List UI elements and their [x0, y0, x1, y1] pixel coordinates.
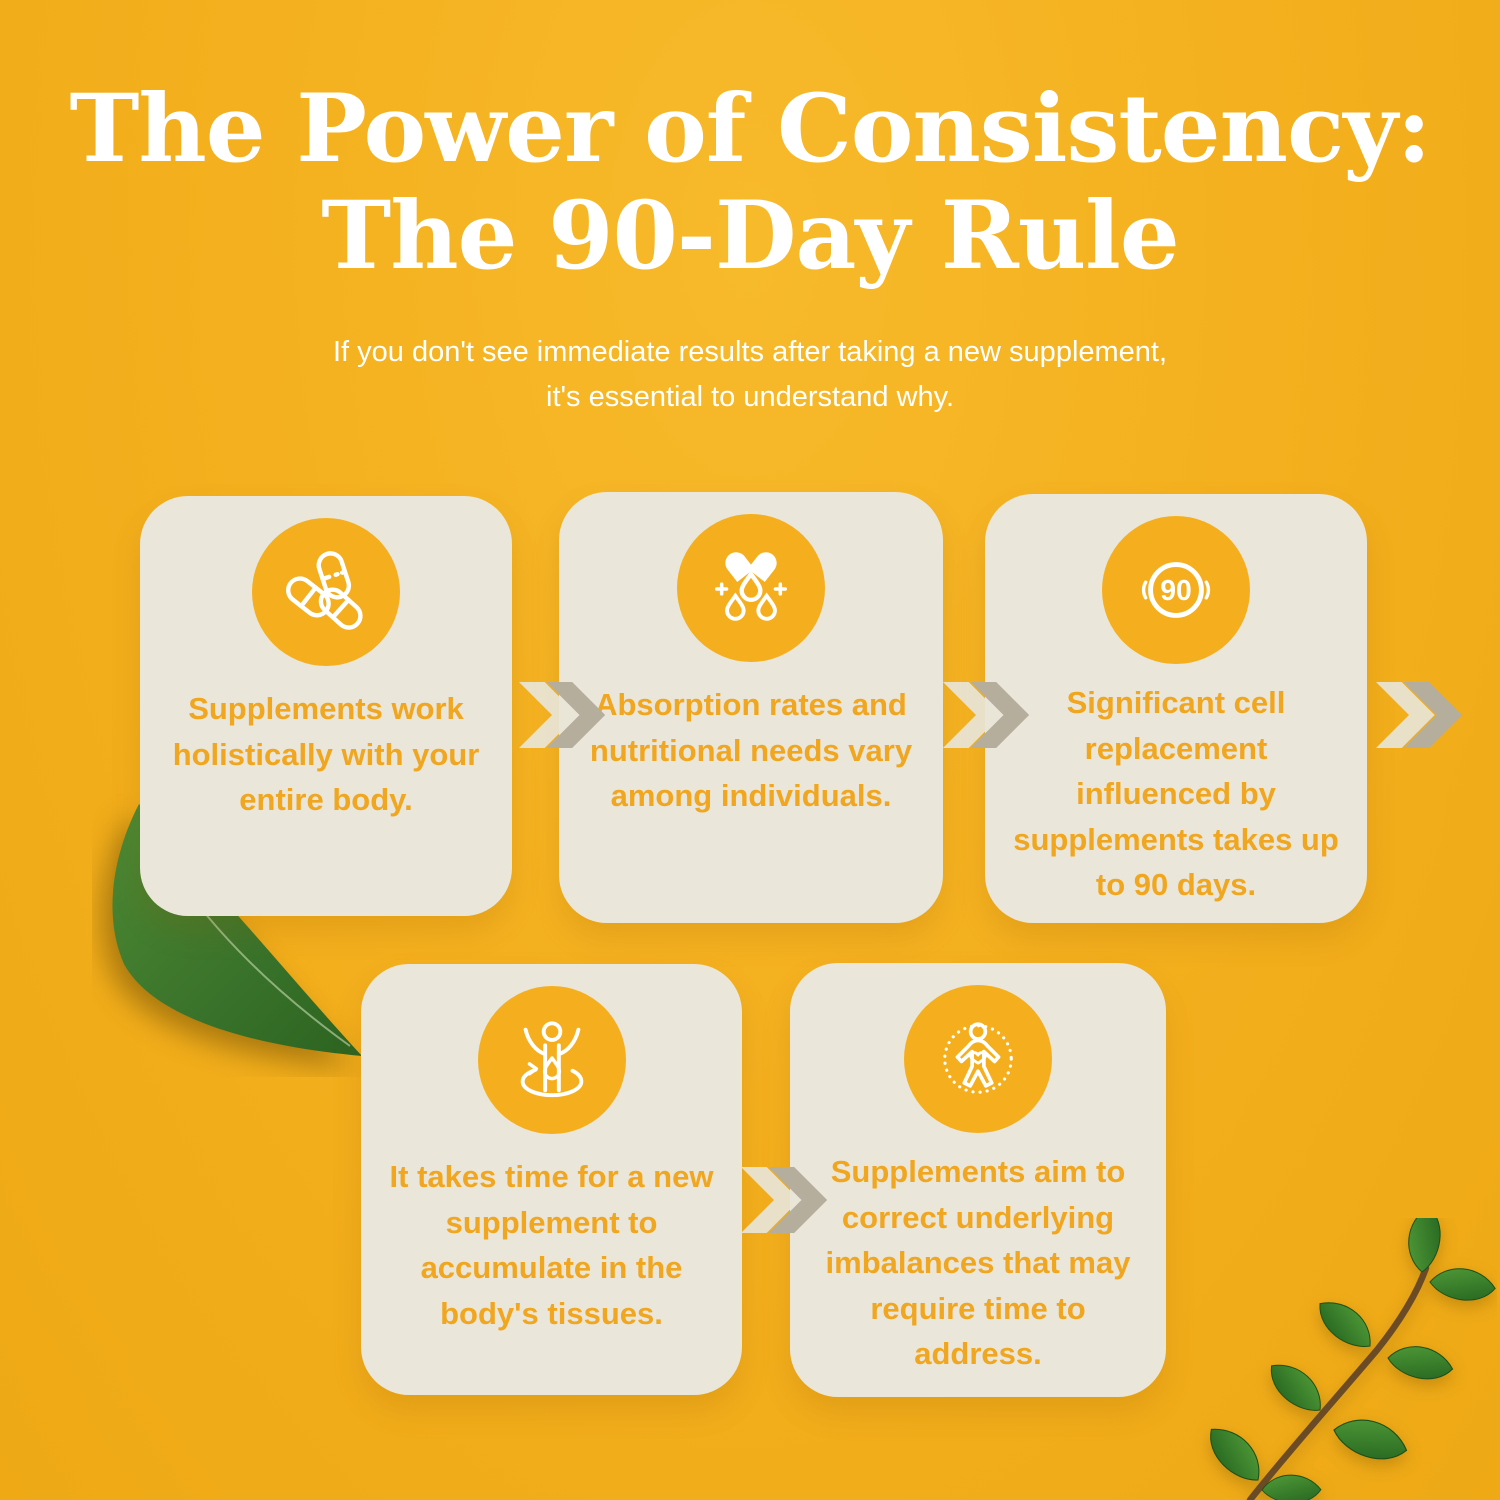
subtitle-line-2: it's essential to understand why.: [546, 380, 954, 413]
title-line-2: The 90-Day Rule: [321, 181, 1179, 292]
flow-arrow-1: [519, 678, 607, 752]
flow-arrow-2: [943, 678, 1031, 752]
flow-arrow-4: [741, 1163, 829, 1237]
capsule-drops-icon: [677, 514, 825, 662]
card-text: Supplements aim to correct underlying im…: [825, 1154, 1131, 1372]
card-absorption-rates: Absorption rates and nutritional needs v…: [559, 492, 943, 923]
branch-icon: [1210, 1218, 1496, 1500]
person-cycle-icon: [477, 986, 626, 1134]
card-supplements-holistic: Supplements work holistically with your …: [140, 496, 512, 916]
flow-arrow-3: [1376, 678, 1464, 752]
double-chevron-icon: [943, 682, 1030, 748]
subtitle-line-1: If you don't see immediate results after…: [332, 336, 1168, 368]
double-chevron-icon: [1376, 682, 1463, 748]
page-title: The Power of Consistency: The 90-Day Rul…: [0, 74, 1500, 292]
double-chevron-icon: [741, 1167, 828, 1233]
card-text: It takes time for a new supplement to ac…: [389, 1159, 714, 1331]
ninety-days-icon: 90: [1102, 516, 1250, 664]
title-line-1: The Power of Consistency:: [69, 74, 1431, 184]
page-subtitle: If you don't see immediate results after…: [0, 330, 1500, 420]
card-text: Absorption rates and nutritional needs v…: [589, 687, 913, 814]
double-chevron-icon: [519, 682, 606, 748]
body-heart-icon: [904, 985, 1052, 1133]
pills-icon: [252, 518, 400, 666]
card-cell-replacement: 90 Significant cell replacement influenc…: [985, 494, 1367, 923]
card-text: Supplements work holistically with your …: [172, 691, 480, 818]
card-accumulation-time: It takes time for a new supplement to ac…: [361, 964, 742, 1395]
branch-decoration: [1192, 1218, 1497, 1500]
ninety-label: 90: [1160, 575, 1192, 607]
card-correct-imbalances: Supplements aim to correct underlying im…: [790, 963, 1166, 1397]
card-text: Significant cell replacement influenced …: [1013, 685, 1339, 903]
